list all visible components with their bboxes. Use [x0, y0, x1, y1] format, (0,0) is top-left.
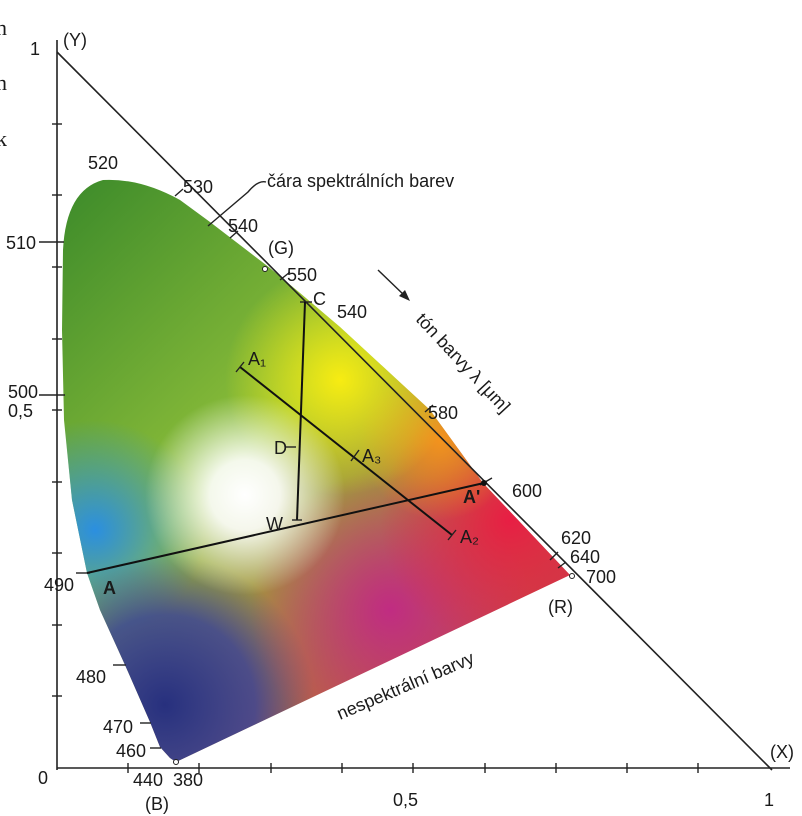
- annotation: tón barvy λ [μm]: [412, 309, 514, 417]
- wavelength-label: 440: [133, 770, 163, 790]
- wavelength-label: 540: [337, 302, 367, 322]
- axis-label: 1: [764, 790, 774, 810]
- wavelength-label: 580: [428, 403, 458, 423]
- wavelength-label: 510: [6, 233, 36, 253]
- wavelength-label: 700: [586, 567, 616, 587]
- wavelength-label: 550: [287, 265, 317, 285]
- primary-label: (G): [268, 238, 294, 258]
- wavelength-label: 490: [44, 575, 74, 595]
- primary-label: (B): [145, 794, 169, 814]
- wavelength-label: 600: [512, 481, 542, 501]
- margin-text: k: [0, 126, 7, 151]
- wavelength-label: 480: [76, 667, 106, 687]
- point-label: A₂: [460, 527, 479, 547]
- wavelength-label: 500: [8, 382, 38, 402]
- point-label: C: [313, 289, 326, 309]
- point-label: A₁: [248, 349, 266, 369]
- axis-label: 0,5: [8, 401, 33, 421]
- point-label: A: [103, 578, 116, 598]
- axis-label: 1: [30, 39, 40, 59]
- annotation: čára spektrálních barev: [267, 171, 454, 191]
- primary-label: (R): [548, 597, 573, 617]
- wavelength-label: 380: [173, 770, 203, 790]
- axis-name: (X): [770, 742, 794, 762]
- axis-label: 0: [38, 768, 48, 788]
- axis-name: (Y): [63, 30, 87, 50]
- margin-text: n: [0, 15, 7, 40]
- point-label: W: [266, 514, 283, 534]
- wavelength-label: 540: [228, 216, 258, 236]
- wavelength-label: 460: [116, 741, 146, 761]
- wavelength-label: 520: [88, 153, 118, 173]
- wavelength-label: 640: [570, 547, 600, 567]
- page: { "margin_text": ["n", "n", "k"], "axes"…: [0, 0, 802, 816]
- wavelength-label: 530: [183, 177, 213, 197]
- point-label: A': [463, 487, 480, 507]
- margin-text: n: [0, 70, 7, 95]
- chromaticity-diagram: n n k 1 (Y) 0,5 0 0,5 1 (X) 520 530 540 …: [0, 0, 802, 816]
- point-label: A₃: [362, 446, 381, 466]
- axis-label: 0,5: [393, 790, 418, 810]
- wavelength-label: 470: [103, 717, 133, 737]
- point-label: D: [274, 438, 287, 458]
- wavelength-label: 620: [561, 528, 591, 548]
